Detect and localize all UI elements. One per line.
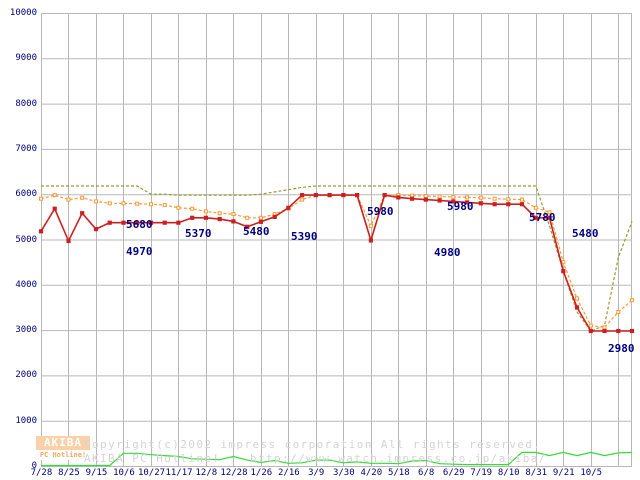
x-tick-label: 10/27 bbox=[137, 468, 166, 478]
akiba-logo: AKIBA PC Hotline! bbox=[36, 436, 90, 462]
data-point-label: 5980 bbox=[367, 205, 394, 218]
akiba-logo-bottom-text: PC Hotline! bbox=[36, 450, 90, 460]
y-tick-label: 8000 bbox=[15, 98, 37, 109]
y-tick-label: 2000 bbox=[15, 370, 37, 381]
series-max-price bbox=[41, 185, 633, 332]
x-tick-label: 8/31 bbox=[525, 468, 548, 478]
x-tick-label: 5/18 bbox=[387, 468, 410, 478]
x-tick-label: 7/19 bbox=[470, 468, 493, 478]
y-tick-label: 4000 bbox=[15, 279, 37, 290]
data-point-label: 5370 bbox=[185, 227, 212, 240]
y-tick-label: 5000 bbox=[15, 234, 37, 245]
data-point-label: 5780 bbox=[529, 211, 556, 224]
data-point-label: 5480 bbox=[572, 227, 599, 240]
x-tick-label: 4/20 bbox=[360, 468, 383, 478]
x-tick-label: 6/8 bbox=[418, 468, 435, 478]
series-listing-count bbox=[41, 451, 633, 467]
x-tick-label: 2/16 bbox=[277, 468, 300, 478]
data-point-label: 5680 bbox=[126, 218, 153, 231]
x-tick-label: 10/5 bbox=[580, 468, 603, 478]
data-point-label: 4980 bbox=[434, 246, 461, 259]
x-tick-label: 12/28 bbox=[220, 468, 248, 478]
data-point-label: 4970 bbox=[126, 245, 153, 258]
x-tick-label: 9/15 bbox=[85, 468, 108, 478]
data-point-label: 2980 bbox=[608, 342, 635, 355]
x-tick-label: 10/6 bbox=[113, 468, 135, 478]
y-tick-label: 9000 bbox=[15, 53, 37, 64]
x-tick-label: 3/30 bbox=[332, 468, 355, 478]
data-point-label: 5980 bbox=[447, 200, 474, 213]
y-tick-label: 10000 bbox=[9, 8, 37, 18]
x-tick-label: 9/21 bbox=[552, 468, 575, 478]
series-min-price bbox=[38, 193, 635, 334]
y-tick-label: 1000 bbox=[15, 415, 37, 426]
watermark-site-name: AKIBA PC Hotline! bbox=[84, 452, 221, 465]
data-point-label: 5390 bbox=[291, 230, 318, 243]
x-tick-label: 1/26 bbox=[250, 468, 273, 478]
x-tick-label: 12/8 bbox=[195, 468, 218, 478]
y-tick-label: 7000 bbox=[15, 143, 37, 154]
x-tick-label: 8/10 bbox=[497, 468, 520, 478]
x-tick-label: 11/17 bbox=[165, 468, 193, 478]
x-tick-label: 6/29 bbox=[442, 468, 465, 478]
watermark-url: http://www.watch.impress.co.jp/akiba/ bbox=[250, 452, 547, 465]
y-tick-label: 6000 bbox=[15, 189, 37, 200]
gridlines bbox=[41, 13, 632, 467]
data-point-label: 5480 bbox=[243, 225, 270, 238]
x-tick-label: 3/9 bbox=[308, 468, 325, 478]
watermark-copyright: Copyright(c)2002 impress corporation All… bbox=[84, 438, 542, 451]
x-tick-label: 7/28 bbox=[30, 468, 53, 478]
x-tick-label: 8/25 bbox=[58, 468, 80, 478]
akiba-logo-top-text: AKIBA bbox=[36, 436, 90, 450]
y-tick-label: 0 bbox=[31, 461, 37, 471]
y-tick-label: 3000 bbox=[15, 325, 37, 336]
